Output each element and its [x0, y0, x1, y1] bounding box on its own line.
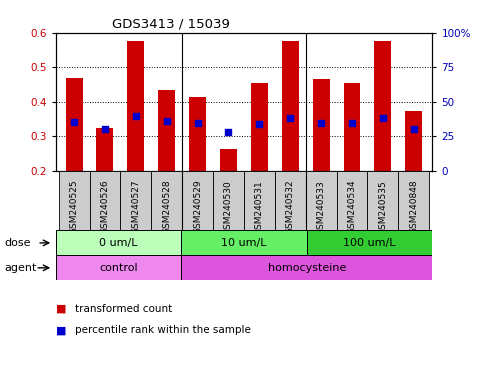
Bar — [120, 171, 151, 230]
Text: percentile rank within the sample: percentile rank within the sample — [75, 325, 251, 335]
Text: GSM240531: GSM240531 — [255, 180, 264, 235]
Bar — [374, 41, 391, 171]
Point — [132, 113, 140, 119]
Bar — [66, 78, 83, 171]
Bar — [343, 83, 360, 171]
Bar — [398, 171, 429, 230]
Text: GSM240528: GSM240528 — [162, 180, 171, 235]
Point — [348, 120, 356, 126]
Point — [70, 119, 78, 126]
Bar — [56, 230, 181, 255]
Text: GSM240532: GSM240532 — [286, 180, 295, 235]
Text: GSM240534: GSM240534 — [347, 180, 356, 235]
Bar — [282, 41, 298, 171]
Bar — [275, 171, 306, 230]
Bar — [220, 149, 237, 171]
Bar — [181, 230, 307, 255]
Text: GSM240533: GSM240533 — [317, 180, 326, 235]
Bar — [56, 255, 181, 280]
Bar — [189, 97, 206, 171]
Bar — [313, 79, 329, 171]
Bar — [181, 255, 432, 280]
Text: 0 um/L: 0 um/L — [99, 238, 138, 248]
Point — [194, 120, 201, 126]
Point — [101, 126, 109, 132]
Bar — [58, 171, 89, 230]
Bar — [251, 83, 268, 171]
Text: homocysteine: homocysteine — [268, 263, 346, 273]
Text: control: control — [99, 263, 138, 273]
Point — [379, 115, 387, 121]
Text: 10 um/L: 10 um/L — [221, 238, 267, 248]
Text: ■: ■ — [56, 325, 66, 335]
Text: GSM240530: GSM240530 — [224, 180, 233, 235]
Bar — [151, 171, 182, 230]
Text: GSM240525: GSM240525 — [70, 180, 79, 235]
Bar — [405, 111, 422, 171]
Text: agent: agent — [5, 263, 37, 273]
Bar — [158, 90, 175, 171]
Bar — [307, 230, 432, 255]
Bar — [128, 41, 144, 171]
Point — [225, 129, 232, 135]
Text: GSM240535: GSM240535 — [378, 180, 387, 235]
Text: GSM240526: GSM240526 — [100, 180, 110, 235]
Text: transformed count: transformed count — [75, 304, 172, 314]
Point — [256, 121, 263, 127]
Text: GSM240529: GSM240529 — [193, 180, 202, 235]
Bar — [97, 127, 114, 171]
Point — [286, 115, 294, 121]
Bar — [182, 171, 213, 230]
Bar — [306, 171, 337, 230]
Point — [317, 120, 325, 126]
Text: 100 um/L: 100 um/L — [343, 238, 396, 248]
Text: GSM240527: GSM240527 — [131, 180, 141, 235]
Text: dose: dose — [5, 238, 31, 248]
Bar — [244, 171, 275, 230]
Bar — [89, 171, 120, 230]
Point — [163, 118, 170, 124]
Point — [410, 126, 418, 132]
Bar — [213, 171, 244, 230]
Text: ■: ■ — [56, 304, 66, 314]
Bar — [337, 171, 368, 230]
Text: GSM240848: GSM240848 — [409, 180, 418, 235]
Text: GDS3413 / 15039: GDS3413 / 15039 — [112, 17, 230, 30]
Bar — [368, 171, 398, 230]
